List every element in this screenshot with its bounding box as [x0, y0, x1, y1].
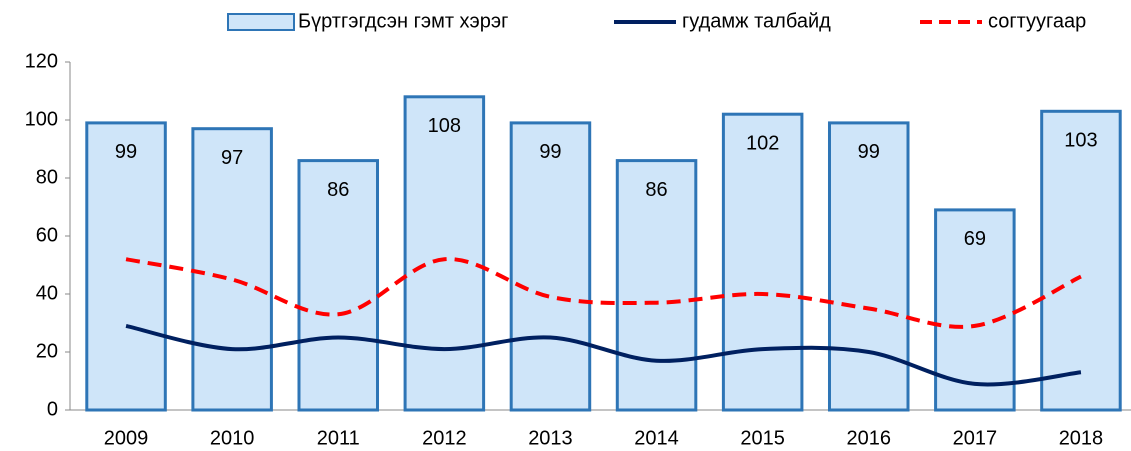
data-label: 99: [115, 141, 137, 163]
data-label: 86: [327, 179, 349, 201]
legend-label: Бүртгэгдсэн гэмт хэрэг: [298, 10, 508, 32]
line: [125, 323, 1082, 387]
bar: [1040, 109, 1122, 412]
y-tick-label: 100: [25, 108, 58, 130]
bar: [721, 112, 804, 412]
y-tick-label: 20: [36, 340, 58, 362]
bar: [85, 121, 167, 412]
data-label: 99: [539, 141, 561, 163]
y-tick-label: 60: [36, 224, 58, 246]
bar: [509, 121, 592, 412]
x-tick-label: 2015: [740, 427, 785, 449]
x-tick-label: 2013: [528, 427, 573, 449]
bar: [615, 159, 698, 412]
bar: [827, 121, 910, 412]
x-tick-label: 2009: [104, 427, 149, 449]
bar: [191, 127, 273, 412]
y-tick-label: 80: [36, 166, 58, 188]
legend-swatch: [227, 13, 295, 31]
data-label: 99: [858, 141, 880, 163]
data-label: 103: [1064, 130, 1097, 152]
y-tick-label: 120: [25, 50, 58, 72]
data-label: 102: [746, 132, 779, 154]
x-tick-label: 2010: [210, 427, 255, 449]
x-tick-label: 2012: [422, 427, 467, 449]
y-tick-label: 40: [36, 282, 58, 304]
data-label: 108: [428, 115, 461, 137]
x-tick-label: 2016: [847, 427, 892, 449]
y-tick-label: 0: [47, 398, 58, 420]
x-tick-label: 2017: [953, 427, 998, 449]
data-label: 69: [964, 228, 986, 250]
legend-label: гудамж талбайд: [682, 10, 831, 32]
bar: [297, 159, 380, 412]
x-tick-label: 2011: [317, 427, 360, 449]
x-tick-label: 2018: [1059, 427, 1104, 449]
legend-label: согтуугаар: [988, 10, 1086, 32]
data-label: 97: [221, 147, 243, 169]
x-tick-label: 2014: [634, 427, 679, 449]
line: [125, 257, 1082, 329]
data-label: 86: [645, 179, 667, 201]
bar: [403, 95, 486, 412]
